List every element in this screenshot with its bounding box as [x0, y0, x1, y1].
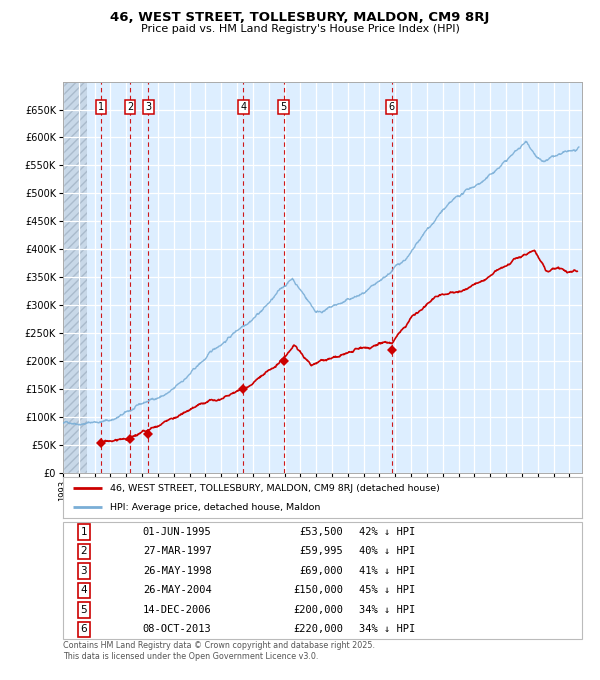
Text: 5: 5 [80, 605, 87, 615]
Text: 6: 6 [389, 102, 395, 112]
Text: HPI: Average price, detached house, Maldon: HPI: Average price, detached house, Mald… [110, 503, 320, 511]
Text: Price paid vs. HM Land Registry's House Price Index (HPI): Price paid vs. HM Land Registry's House … [140, 24, 460, 34]
Text: 14-DEC-2006: 14-DEC-2006 [143, 605, 212, 615]
Text: 4: 4 [241, 102, 247, 112]
Text: 34% ↓ HPI: 34% ↓ HPI [359, 624, 415, 634]
Text: 42% ↓ HPI: 42% ↓ HPI [359, 527, 415, 537]
Text: 08-OCT-2013: 08-OCT-2013 [143, 624, 212, 634]
Text: 2: 2 [80, 547, 87, 556]
Text: £150,000: £150,000 [293, 585, 343, 596]
Text: 27-MAR-1997: 27-MAR-1997 [143, 547, 212, 556]
Text: £53,500: £53,500 [299, 527, 343, 537]
Text: 34% ↓ HPI: 34% ↓ HPI [359, 605, 415, 615]
Text: 26-MAY-1998: 26-MAY-1998 [143, 566, 212, 576]
Text: 4: 4 [80, 585, 87, 596]
Text: 45% ↓ HPI: 45% ↓ HPI [359, 585, 415, 596]
Text: 2: 2 [127, 102, 133, 112]
Text: Contains HM Land Registry data © Crown copyright and database right 2025.
This d: Contains HM Land Registry data © Crown c… [63, 641, 375, 661]
Text: 5: 5 [281, 102, 287, 112]
Text: 3: 3 [80, 566, 87, 576]
Text: £200,000: £200,000 [293, 605, 343, 615]
Text: 1: 1 [80, 527, 87, 537]
Text: 41% ↓ HPI: 41% ↓ HPI [359, 566, 415, 576]
Text: 1: 1 [98, 102, 104, 112]
Text: 6: 6 [80, 624, 87, 634]
Text: 40% ↓ HPI: 40% ↓ HPI [359, 547, 415, 556]
Bar [63, 82, 87, 473]
Bar [63, 82, 87, 473]
Text: 46, WEST STREET, TOLLESBURY, MALDON, CM9 8RJ (detached house): 46, WEST STREET, TOLLESBURY, MALDON, CM9… [110, 484, 440, 493]
Text: 3: 3 [145, 102, 152, 112]
Text: £220,000: £220,000 [293, 624, 343, 634]
FancyBboxPatch shape [63, 522, 582, 639]
Text: 46, WEST STREET, TOLLESBURY, MALDON, CM9 8RJ: 46, WEST STREET, TOLLESBURY, MALDON, CM9… [110, 11, 490, 24]
Text: 26-MAY-2004: 26-MAY-2004 [143, 585, 212, 596]
Text: £59,995: £59,995 [299, 547, 343, 556]
Text: £69,000: £69,000 [299, 566, 343, 576]
Text: 01-JUN-1995: 01-JUN-1995 [143, 527, 212, 537]
